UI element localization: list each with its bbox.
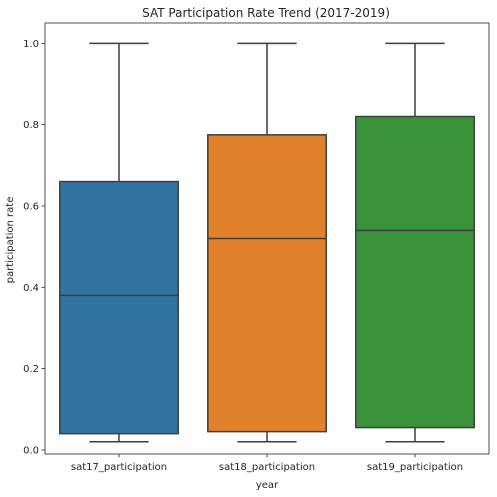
box-body <box>207 134 327 433</box>
x-axis: sat17_participation sat18_participation sa… <box>71 454 463 473</box>
y-axis-label: participation rate <box>5 197 16 284</box>
box-body <box>59 180 179 435</box>
x-axis-label: year <box>256 480 279 491</box>
plot-area <box>59 42 475 443</box>
x-tick-label: sat19_participation <box>367 462 463 473</box>
y-tick-label: 1.0 <box>23 39 39 50</box>
chart-title: SAT Participation Rate Trend (2017-2019) <box>142 6 390 20</box>
y-tick-label: 0.4 <box>23 283 39 294</box>
y-tick-label: 0.6 <box>23 201 39 212</box>
y-tick-label: 0.2 <box>23 364 39 375</box>
x-tick-label: sat17_participation <box>71 462 167 473</box>
box-body <box>355 115 475 429</box>
y-tick-label: 0.8 <box>23 120 39 131</box>
y-tick-label: 0.0 <box>23 445 39 456</box>
y-axis: 0.0 0.2 0.4 0.6 0.8 1.0 <box>23 39 45 456</box>
x-tick-label: sat18_participation <box>219 462 315 473</box>
